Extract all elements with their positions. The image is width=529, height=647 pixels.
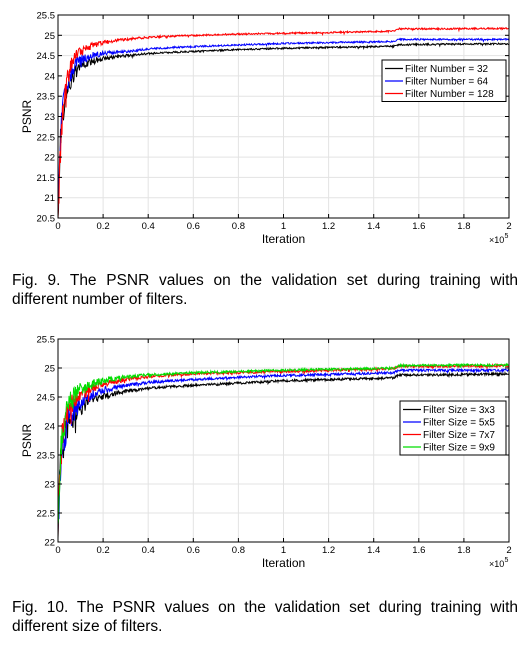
y-tick-label: 21.5: [37, 173, 56, 184]
x-exponent-power: 5: [505, 233, 509, 240]
figure-9-caption: Fig. 9. The PSNR values on the validatio…: [12, 272, 518, 308]
x-axis-label: Iteration: [262, 556, 305, 570]
series-line-2: [58, 37, 509, 213]
figure-9: 0 0.2 0.4 0.6 0.8 1 1.2 1.4 1.6 1.8 2 20.5 21 21.5 22 2…: [0, 0, 529, 265]
x-tick-label: 0.4: [142, 545, 155, 556]
y-tick-label: 22: [44, 538, 55, 549]
y-tick-label: 25: [44, 364, 55, 375]
series-line-3: [58, 362, 509, 538]
x-tick-label: 1: [281, 221, 286, 232]
x-tick-label: 1: [281, 545, 286, 556]
series-line-1: [58, 370, 509, 539]
series-line-4: [58, 362, 509, 526]
x-tick-label: 0.8: [232, 545, 245, 556]
x-tick-label: 0.2: [96, 221, 109, 232]
y-tick-label: 23: [44, 480, 55, 491]
legend-label-1: Filter Size = 3x3: [423, 405, 495, 416]
psnr-chart-filter-number: 0 0.2 0.4 0.6 0.8 1 1.2 1.4 1.6 1.8 2 20.5 21 21.5 22 2…: [20, 11, 512, 247]
series-line-1: [58, 42, 509, 217]
x-tick-label: 1.4: [367, 221, 380, 232]
y-tick-label: 20.5: [37, 214, 56, 225]
y-tick-label: 21: [44, 193, 55, 204]
y-tick-label: 25.5: [37, 11, 56, 22]
y-axis-label: PSNR: [20, 99, 34, 133]
x-tick-label: 0.4: [142, 221, 155, 232]
series-line-3: [58, 26, 509, 218]
x-exponent-power: 5: [505, 557, 509, 564]
x-axis-label: Iteration: [262, 232, 305, 246]
x-tick-label: 0.6: [187, 545, 200, 556]
x-exponent-label: ×10: [489, 235, 504, 245]
legend-box: [399, 400, 507, 456]
psnr-chart-filter-size: 0 0.2 0.4 0.6 0.8 1 1.2 1.4 1.6 1.8 22222.52323.52…: [20, 335, 512, 571]
figure-10-caption: Fig. 10. The PSNR values on the validati…: [12, 599, 518, 635]
legend: Filter Number = 32 Filter Number = 64Filt…: [381, 59, 507, 102]
x-tick-label: 1.8: [457, 221, 470, 232]
legend-label-2: Filter Size = 5x5: [423, 418, 495, 429]
y-tick-label: 22.5: [37, 509, 56, 520]
y-tick-label: 24.5: [37, 51, 56, 62]
figure-10: 0 0.2 0.4 0.6 0.8 1 1.2 1.4 1.6 1.8 2 22 22.5 23 23.5 2…: [0, 328, 529, 593]
y-tick-label: 23.5: [37, 92, 56, 103]
y-tick-label: 24.5: [37, 393, 56, 404]
y-tick-label: 23.5: [37, 451, 56, 462]
y-tick-label: 23: [44, 112, 55, 123]
legend-label-3: Filter Number = 128: [405, 89, 494, 100]
legend-label-3: Filter Size = 7x7: [423, 430, 495, 441]
x-tick-label: 2: [506, 221, 511, 232]
x-tick-label: 1.6: [412, 221, 425, 232]
x-tick-label: 1.8: [457, 545, 470, 556]
y-tick-label: 25: [44, 31, 55, 42]
y-tick-label: 24: [44, 422, 55, 433]
x-tick-label: 1.2: [322, 545, 335, 556]
legend-label-2: Filter Number = 64: [405, 77, 489, 88]
legend-label-4: Filter Size = 9x9: [423, 443, 495, 454]
x-tick-label: 1.4: [367, 545, 380, 556]
x-tick-label: 0.2: [96, 545, 109, 556]
x-tick-label: 0.6: [187, 221, 200, 232]
x-tick-label: 2: [506, 545, 511, 556]
series-line-2: [58, 367, 509, 533]
y-tick-label: 25.5: [37, 335, 56, 346]
y-axis-label: PSNR: [20, 423, 34, 457]
x-tick-label: 0.8: [232, 221, 245, 232]
y-tick-label: 22.5: [37, 132, 56, 143]
x-tick-label: 0: [55, 221, 60, 232]
y-tick-label: 24: [44, 71, 55, 82]
x-tick-label: 1.6: [412, 545, 425, 556]
x-tick-label: 1.2: [322, 221, 335, 232]
legend-label-1: Filter Number = 32: [405, 64, 489, 75]
x-tick-label: 0: [55, 545, 60, 556]
x-exponent-label: ×10: [489, 559, 504, 569]
y-tick-label: 22: [44, 153, 55, 164]
